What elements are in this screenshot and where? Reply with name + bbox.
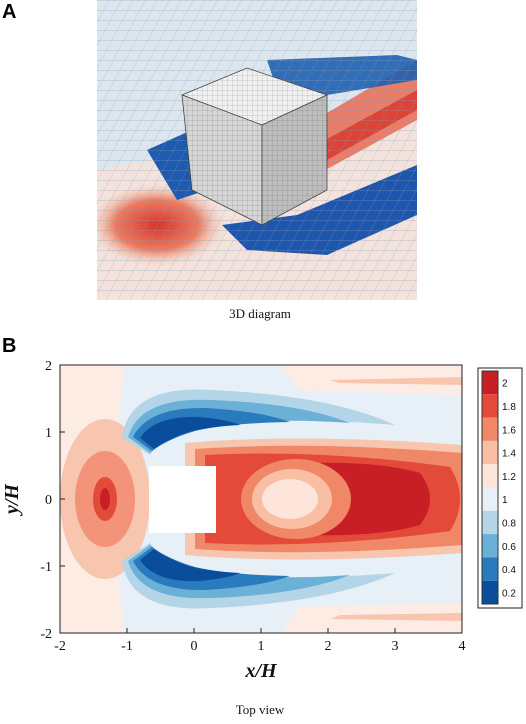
x-tick-label: 0	[191, 639, 198, 654]
y-tick-label: 0	[45, 493, 52, 508]
panel-a-letter: A	[2, 1, 17, 23]
x-tick-label: 2	[325, 639, 332, 654]
colorbar-label: 1.4	[502, 449, 516, 460]
x-ticks: -2 -1 0 1 2 3 4	[54, 628, 466, 654]
colorbar-swatch	[482, 464, 498, 488]
colorbar-swatch	[482, 371, 498, 395]
x-tick-label: 4	[459, 639, 466, 654]
obstacle-square	[149, 466, 216, 533]
y-ticks: 2 1 0 -1 -2	[40, 359, 65, 642]
x-tick-label: 1	[258, 639, 265, 654]
x-tick-label: 3	[392, 639, 399, 654]
colorbar-label: 1.6	[502, 425, 516, 436]
contour-field	[60, 365, 462, 633]
y-tick-label: 1	[45, 426, 52, 441]
x-tick-label: -2	[54, 639, 66, 654]
colorbar-swatch	[482, 487, 498, 511]
colorbar-label: 0.2	[502, 588, 516, 599]
y-tick-label: -1	[40, 560, 52, 575]
colorbar-label: 0.8	[502, 518, 516, 529]
colorbar-label: 1.2	[502, 472, 516, 483]
panel-a-caption: 3D diagram	[229, 306, 291, 321]
y-axis-title: y/H	[1, 483, 23, 516]
colorbar-swatch	[482, 534, 498, 558]
y-tick-label: -2	[40, 627, 52, 642]
colorbar-swatch	[482, 440, 498, 465]
panel-b-letter: B	[2, 335, 17, 357]
cube-obstacle	[180, 67, 329, 226]
colorbar: 2 1.8 1.6 1.4 1.2 1 0.8 0.6 0.4 0.2	[481, 370, 516, 605]
y-tick-label: 2	[45, 359, 52, 374]
x-axis-title: x/H	[244, 660, 278, 682]
colorbar-swatch	[482, 510, 498, 535]
colorbar-swatch	[482, 580, 498, 604]
colorbar-label: 1	[502, 495, 508, 506]
colorbar-swatch-border	[481, 370, 499, 605]
panel-b-contour-chart: -2 -1 0 1 2 3 4 2 1 0 -1 -2 x/H y/H 2 1.8 1.6 1.4 1.2 1…	[1, 359, 523, 682]
panel-b-caption: Top view	[235, 702, 285, 717]
colorbar-label: 0.4	[502, 565, 516, 576]
colorbar-swatch	[482, 394, 498, 418]
colorbar-label: 2	[502, 379, 508, 390]
colorbar-label: 0.6	[502, 542, 516, 553]
panel-a-3d-image	[97, 0, 417, 300]
colorbar-swatch	[482, 417, 498, 441]
colorbar-swatch	[482, 557, 498, 581]
colorbar-label: 1.8	[502, 402, 516, 413]
x-tick-label: -1	[121, 639, 133, 654]
